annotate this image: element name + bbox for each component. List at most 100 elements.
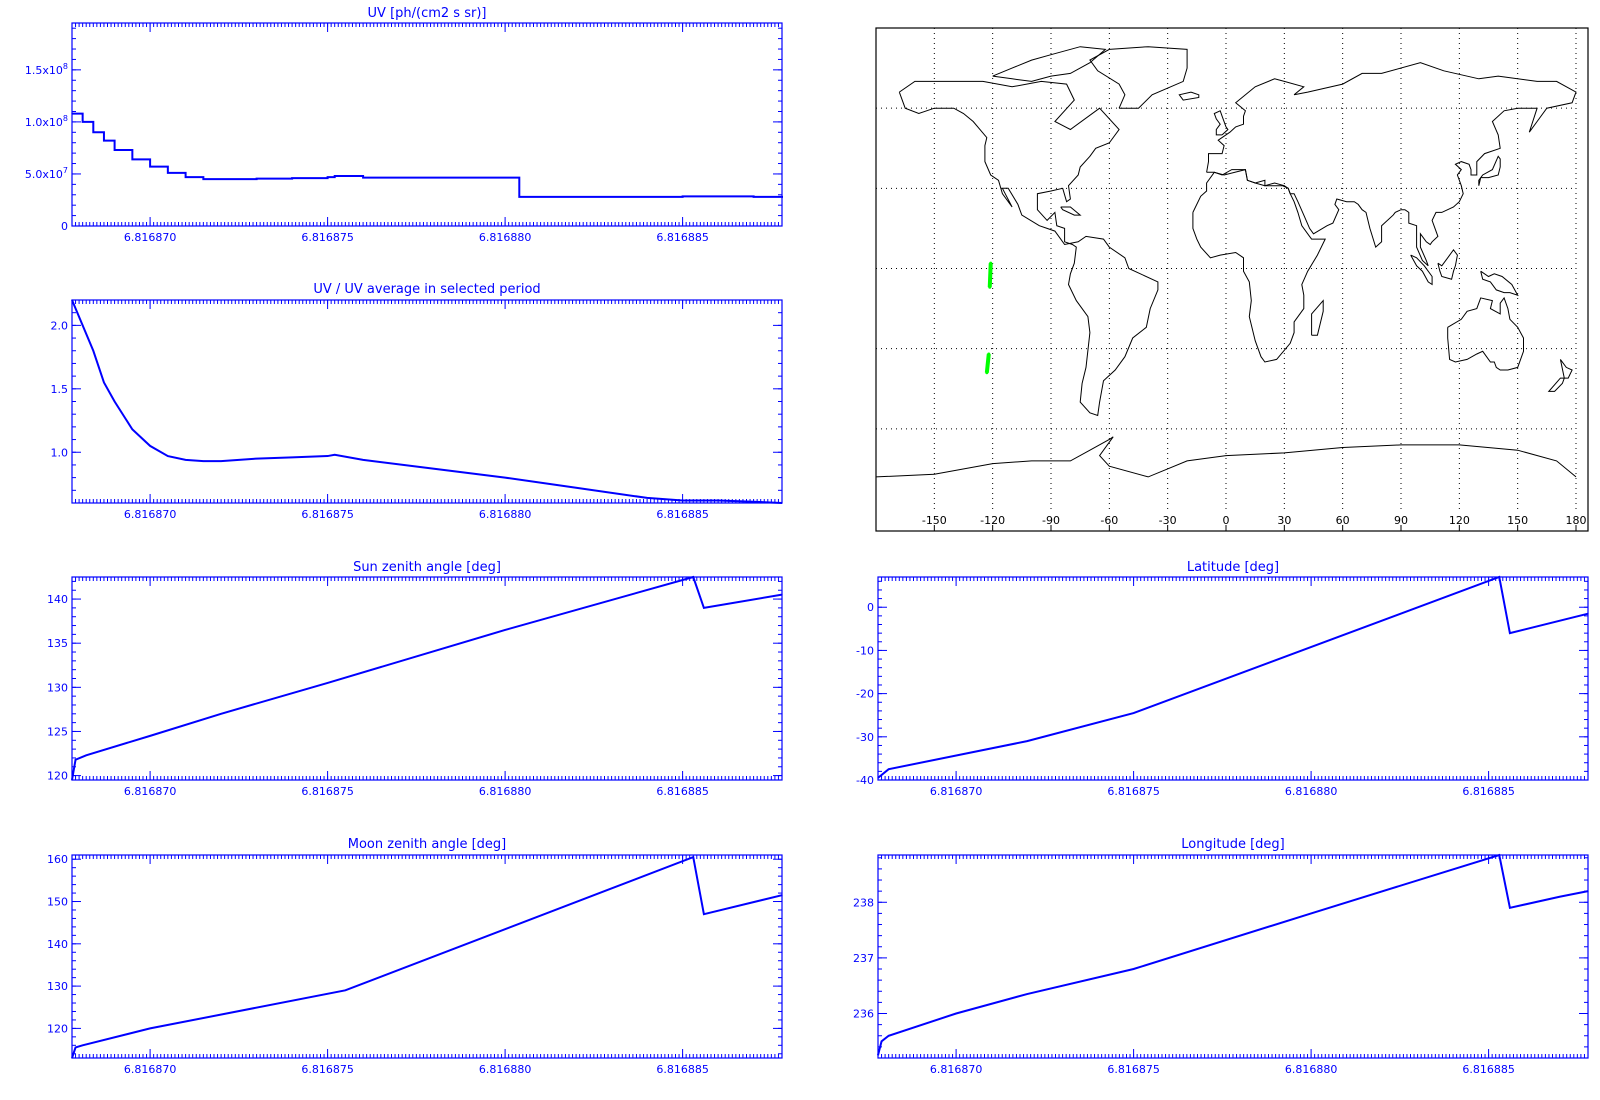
map-lon-label: -150 [922,514,947,527]
lon-data-point [1498,854,1500,856]
x-tick-label: 6.816870 [930,785,983,798]
x-tick-label: 6.816880 [479,231,532,244]
lon-data-point [1310,912,1312,914]
moon-zenith-panel: Moon zenith angle [deg] 6.816870 6.816875… [47,837,783,1076]
y-tick-label: -20 [856,688,874,701]
x-tick-label: 6.816885 [1462,1063,1515,1076]
x-tick-label: 6.816875 [301,508,354,521]
x-tick-label: 6.816880 [1285,785,1338,798]
coastline [1480,270,1519,297]
ratio-data-point [256,457,258,460]
sza-data-point [703,607,705,609]
longitude-panel-title: Longitude [deg] [1181,837,1284,852]
sza-data-point [149,735,151,737]
ratio-data-point [575,487,577,489]
x-tick-label: 6.816885 [1462,785,1515,798]
sza-data-point [85,754,87,756]
y-tick-label: 238 [853,896,874,909]
x-tick-label: 6.816880 [479,1063,532,1076]
uv-data-point [611,196,613,198]
x-tick-label: 6.816885 [656,508,709,521]
coastline [1060,206,1082,216]
x-tick-label: 6.816875 [301,1063,354,1076]
coastline [1478,155,1501,186]
satellite-track-segment [984,353,991,373]
map-frame [875,27,1589,532]
y-tick-label: 125 [47,725,68,738]
x-tick-label: 6.816875 [1107,1063,1160,1076]
ratio-data-point [753,501,755,503]
uv-data-point [92,131,94,133]
ratio-series-line [71,299,783,504]
moon-zenith-panel-title: Moon zenith angle [deg] [348,837,506,852]
lon-data-point [880,1040,883,1042]
x-tick-label: 6.816885 [656,231,709,244]
ratio-data-point [220,460,222,462]
y-tick-label: 0 [867,601,874,614]
longitude-panel: Longitude [deg] 6.816870 6.816875 6.816880… [853,837,1589,1076]
ratio-plot-frame [71,299,783,504]
x-tick-label: 6.816885 [656,785,709,798]
lon-data-point [1509,907,1511,909]
uv-data-point [334,175,336,177]
y-tick-label: 1.5x108 [25,62,68,77]
sun-zenith-panel-title: Sun zenith angle [deg] [353,560,501,575]
lat-data-point [877,777,879,779]
lon-data-point [1587,890,1589,892]
y-tick-label: 0 [61,220,68,233]
uv-data-point [114,149,116,151]
coastline [1447,296,1524,371]
uv-data-point [202,178,204,180]
map-lon-label: -30 [1159,514,1177,527]
coastline [1192,168,1326,363]
map-lon-label: 180 [1566,514,1587,527]
y-tick-label: 120 [47,770,68,783]
ratio-data-point [185,459,187,461]
y-tick-label: 160 [47,853,68,866]
uv-data-point [398,176,400,179]
ratio-data-point [362,459,364,461]
ratio-data-point [92,350,94,352]
y-tick-label: 130 [47,980,68,993]
ratio-data-point [504,477,506,479]
coastline [1206,62,1577,267]
ratio-data-point [433,468,435,470]
lat-data-point [1133,712,1135,714]
map-lon-label: -60 [1100,514,1118,527]
map-lon-label: 0 [1223,514,1230,527]
x-tick-label: 6.816870 [124,1063,177,1076]
uv-data-point [149,166,151,168]
moon-plot-frame [71,854,783,1059]
y-tick-label: 1.0 [51,446,69,459]
uv-data-point [291,177,293,179]
lon-plot-frame [877,854,1589,1059]
x-tick-label: 6.816885 [656,1063,709,1076]
y-tick-label: 5.0x107 [25,166,68,181]
ratio-data-point [114,400,116,403]
lon-data-point [955,1012,957,1015]
map-lon-label: 60 [1336,514,1350,527]
coastline [1410,254,1433,286]
y-tick-label: 2.0 [51,319,69,332]
moon-data-point [71,1057,73,1059]
x-tick-label: 6.816875 [301,785,354,798]
y-tick-label: 140 [47,593,68,606]
latitude-panel-title: Latitude [deg] [1187,560,1279,575]
coastline [1213,110,1229,136]
uv-data-point [717,195,719,197]
ratio-data-point [131,428,133,431]
uv-data-point [220,178,222,180]
uv-data-point [540,196,542,198]
x-tick-label: 6.816880 [479,508,532,521]
uv-plot-frame [71,22,783,227]
satellite-track-point [988,285,992,289]
map-lon-label: 90 [1394,514,1408,527]
lon-data-point [1559,896,1561,898]
sza-series-line [71,575,783,781]
uv-panel: UV [ph/(cm2 s sr)] 6.816870 6.816875 6.816… [25,6,783,244]
uv-data-point [256,178,258,180]
lat-series-line [877,575,1589,779]
coastline [875,436,1577,478]
y-tick-label: 150 [47,896,68,909]
x-tick-label: 6.816880 [1285,1063,1338,1076]
